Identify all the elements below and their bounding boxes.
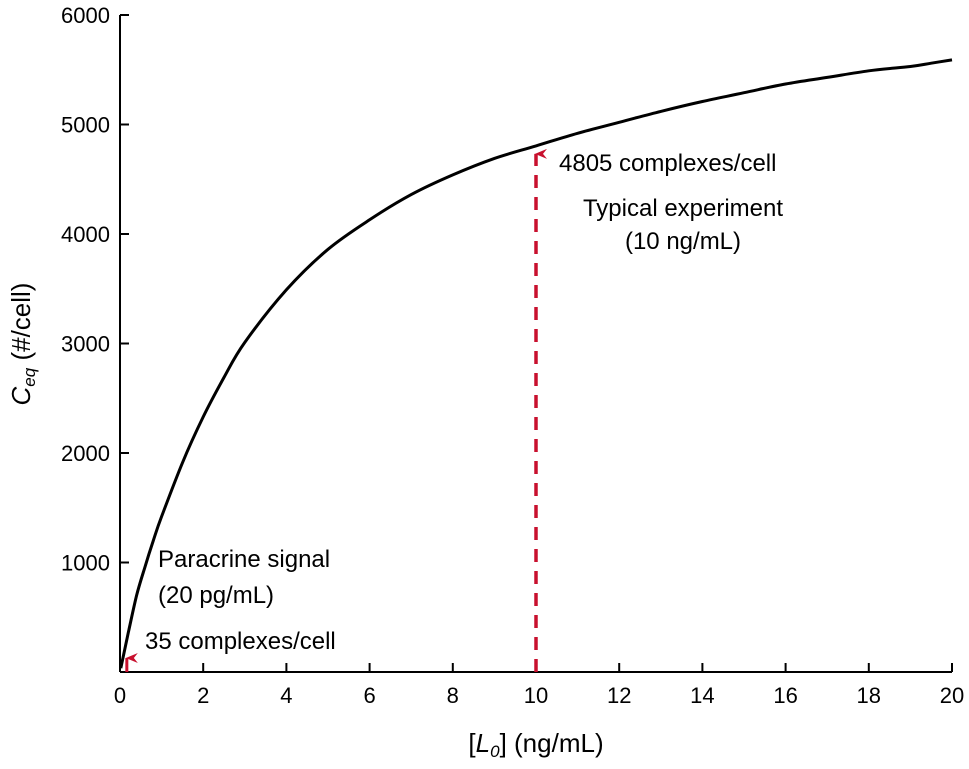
curve-layer [119, 58, 953, 669]
x-tick-label: 10 [524, 683, 548, 708]
series-line [119, 58, 953, 669]
x-tick-label: 6 [363, 683, 375, 708]
x-tick-label: 14 [690, 683, 714, 708]
typical-concentration-label: (10 ng/mL) [625, 228, 741, 255]
y-tick-label: 5000 [61, 113, 110, 138]
x-tick-label: 18 [857, 683, 881, 708]
x-tick-label: 2 [197, 683, 209, 708]
y-tick-label: 4000 [61, 222, 110, 247]
paracrine-value-label: 35 complexes/cell [145, 628, 336, 655]
x-tick-label: 4 [280, 683, 292, 708]
x-tick-label: 8 [447, 683, 459, 708]
x-tick-label: 0 [114, 683, 126, 708]
typical-value-label: 4805 complexes/cell [559, 150, 776, 177]
y-tick-label: 1000 [61, 551, 110, 576]
x-axis-label: [L0] (ng/mL) [468, 728, 603, 761]
x-tick-label: 16 [773, 683, 797, 708]
typical-title-label: Typical experiment [583, 195, 783, 222]
ticks: 0 2 4 6 8 10 12 14 16 18 20 1000 2000 3000 4000 5000 600… [61, 3, 964, 708]
paracrine-title-label: Paracrine signal [158, 546, 330, 573]
y-tick-label: 6000 [61, 3, 110, 28]
paracrine-concentration-label: (20 pg/mL) [158, 582, 274, 609]
y-axis-label: Ceq (#/cell) [6, 283, 39, 406]
x-tick-label: 12 [607, 683, 631, 708]
annotations: 4805 complexes/cell Typical experiment (10… [125, 148, 783, 672]
y-tick-label: 2000 [61, 441, 110, 466]
x-tick-label: 20 [940, 683, 964, 708]
y-tick-label: 3000 [61, 332, 110, 357]
